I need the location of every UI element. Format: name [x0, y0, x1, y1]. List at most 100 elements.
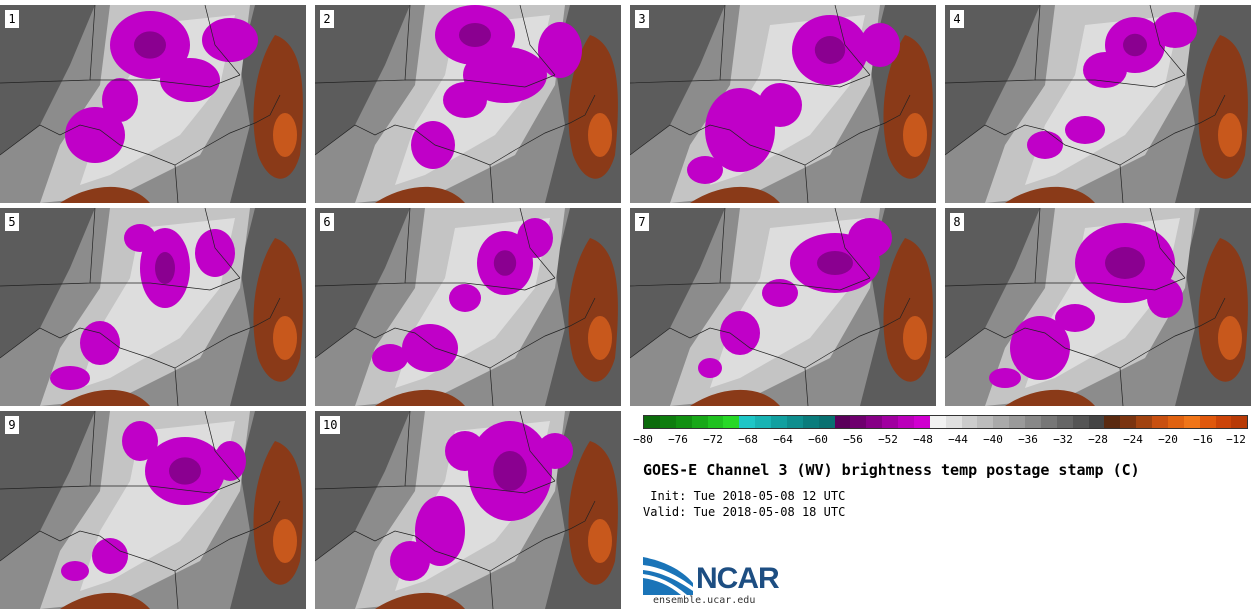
stamp-3: 3 — [630, 5, 936, 203]
cold-cloud-region — [402, 324, 458, 372]
warm-core — [1218, 316, 1242, 360]
colorbar-tick-label: −40 — [983, 433, 1003, 446]
colorbar-tick-label: −60 — [808, 433, 828, 446]
ncar-logo: NCAR — [643, 553, 803, 603]
state-border — [1035, 277, 1186, 291]
state-border — [1149, 5, 1186, 76]
colorbar-segment — [1199, 416, 1216, 428]
stamp-7: 7 — [630, 208, 936, 406]
coastline — [174, 94, 281, 166]
colorbar-segment — [739, 416, 756, 428]
colorbar-segment — [993, 416, 1010, 428]
stamp-map — [0, 208, 306, 406]
warm-region — [375, 592, 465, 609]
colorbar-segment — [898, 416, 914, 428]
border-line — [630, 124, 809, 203]
warm-core — [588, 113, 612, 157]
stamp-map — [0, 5, 306, 203]
state-border — [834, 5, 871, 76]
colorbar-segment — [691, 416, 708, 428]
cold-cloud-region — [517, 218, 553, 258]
stamp-map — [630, 208, 936, 406]
cold-cloud-region — [1065, 116, 1105, 144]
warm-region — [1005, 389, 1095, 406]
coastline — [1119, 94, 1226, 166]
init-time: Init: Tue 2018-05-08 12 UTC — [643, 489, 846, 503]
coastline — [174, 297, 281, 369]
valid-time: Valid: Tue 2018-05-08 18 UTC — [643, 505, 846, 519]
stamp-label: 10 — [320, 416, 341, 434]
colorbar-tick-label: −56 — [843, 433, 863, 446]
stamp-map — [315, 411, 621, 609]
state-border — [1035, 74, 1186, 88]
state-border — [90, 277, 241, 291]
colorbar-tick-label: −24 — [1123, 433, 1143, 446]
warm-region — [60, 592, 150, 609]
cold-cloud-region — [372, 344, 408, 372]
coastline — [804, 94, 911, 166]
cold-cloud-region — [124, 224, 156, 252]
cold-cloud-region — [202, 18, 258, 62]
border-line — [0, 530, 179, 609]
colorbar-tick-label: −76 — [668, 433, 688, 446]
colorbar-segment — [834, 416, 851, 428]
cold-cloud-region — [1147, 278, 1183, 318]
colorbar-segment — [771, 416, 787, 428]
warm-core — [903, 316, 927, 360]
cold-cloud-region — [537, 433, 573, 469]
state-border — [720, 277, 871, 291]
warm-core — [588, 316, 612, 360]
colorbar-segment — [723, 416, 740, 428]
stamp-1: 1 — [0, 5, 306, 203]
coastline — [174, 500, 281, 572]
cold-cloud-core — [814, 36, 846, 64]
state-border — [204, 208, 241, 279]
cold-cloud-region — [390, 541, 430, 581]
colorbar-tick-label: −36 — [1018, 433, 1038, 446]
cold-cloud-region — [445, 431, 485, 471]
border-line — [315, 327, 494, 406]
warm-region — [375, 186, 465, 203]
warm-core — [903, 113, 927, 157]
dry-air-region — [945, 5, 1040, 155]
ncar-logo-text: NCAR — [696, 562, 780, 595]
cold-cloud-core — [1123, 33, 1147, 57]
cold-cloud-region — [1153, 12, 1197, 48]
colorbar-segment — [866, 416, 883, 428]
colorbar-segment — [977, 416, 994, 428]
coastline — [489, 297, 596, 369]
dry-air-region — [0, 411, 95, 561]
stamp-label: 2 — [320, 10, 334, 28]
cold-cloud-region — [443, 82, 487, 118]
cold-cloud-region — [195, 229, 235, 277]
cold-cloud-core — [493, 451, 527, 491]
state-border — [519, 411, 556, 482]
cold-cloud-core — [155, 252, 175, 284]
stamp-map — [945, 208, 1251, 406]
colorbar-segment — [1120, 416, 1137, 428]
stamp-2: 2 — [315, 5, 621, 203]
coastline — [489, 500, 596, 572]
colorbar-segment — [1215, 416, 1232, 428]
logo-url: ensemble.ucar.edu — [653, 595, 756, 606]
colorbar-segment — [786, 416, 803, 428]
dry-air-region — [315, 411, 410, 561]
stamp-label: 4 — [950, 10, 964, 28]
warm-region — [1005, 186, 1095, 203]
cold-cloud-region — [415, 496, 465, 566]
warm-core — [1218, 113, 1242, 157]
border-line — [0, 327, 179, 406]
cold-cloud-region — [50, 366, 90, 390]
cold-cloud-region — [102, 78, 138, 122]
dry-air-region — [945, 208, 1040, 358]
state-border — [519, 208, 556, 279]
cold-cloud-region — [214, 441, 246, 481]
colorbar-segment — [707, 416, 724, 428]
stamp-label: 9 — [5, 416, 19, 434]
cold-cloud-core — [1105, 247, 1145, 279]
border-line — [0, 124, 179, 203]
stamp-9: 9 — [0, 411, 306, 609]
colorbar-tick-label: −12 — [1226, 433, 1246, 446]
dry-air-region — [0, 5, 95, 155]
stamp-label: 1 — [5, 10, 19, 28]
